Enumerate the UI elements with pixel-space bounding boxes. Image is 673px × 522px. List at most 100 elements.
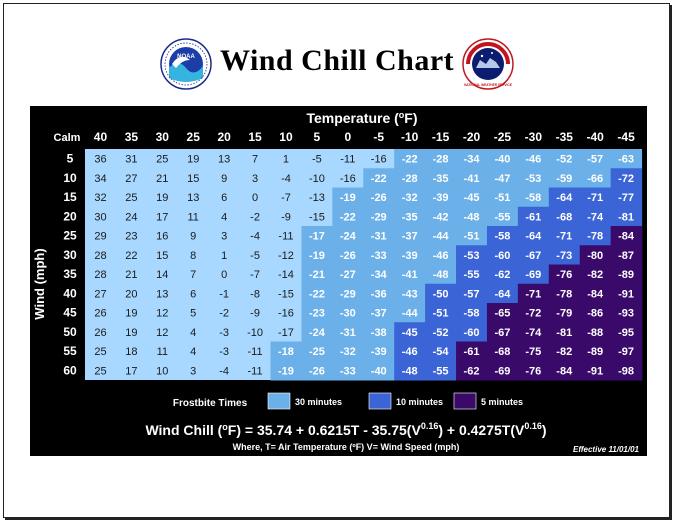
wind-chill-value: -51 — [494, 192, 510, 204]
wind-chill-value: -19 — [278, 365, 294, 377]
wind-chill-value: -39 — [433, 192, 449, 204]
wind-chill-value: -89 — [587, 346, 603, 358]
wind-chill-value: -86 — [587, 308, 603, 320]
wind-chill-value: -7 — [250, 269, 260, 281]
wind-chill-value: -61 — [464, 346, 480, 358]
wind-chill-value: -42 — [433, 211, 449, 223]
wind-chill-value: -81 — [618, 211, 634, 223]
wind-chill-value: 17 — [156, 211, 168, 223]
wind-chill-value: -78 — [556, 288, 572, 300]
temperature-header: -15 — [432, 130, 450, 144]
wind-chill-value: -22 — [309, 288, 325, 300]
wind-chill-value: -74 — [587, 211, 604, 223]
wind-chill-value: -30 — [340, 308, 356, 320]
noaa-logo: NOAA — [160, 38, 212, 90]
frostbite-band-30-min — [394, 149, 643, 169]
wind-chill-value: -46 — [525, 154, 541, 166]
wind-chill-value: 7 — [190, 269, 196, 281]
wind-chill-value: -84 — [587, 288, 604, 300]
wind-chill-value: 28 — [94, 269, 106, 281]
wind-chill-value: -29 — [371, 211, 387, 223]
wind-chill-value: -47 — [494, 173, 510, 185]
temperature-header: -5 — [373, 130, 384, 144]
wind-chill-value: -51 — [464, 231, 480, 243]
wind-chill-value: -17 — [309, 231, 325, 243]
wind-chill-value: -75 — [525, 346, 541, 358]
wind-speed-label: 10 — [63, 171, 77, 185]
frostbite-band-30-min — [363, 168, 643, 188]
header: NOAA Wind Chill Chart NATIONAL WEATHER S… — [0, 0, 673, 100]
wind-chill-value: -45 — [464, 192, 480, 204]
wind-chill-value: 28 — [94, 250, 106, 262]
wind-chill-value: -43 — [402, 288, 418, 300]
wind-chill-value: 21 — [125, 269, 137, 281]
wind-chill-value: -32 — [340, 346, 356, 358]
wind-chill-value: -31 — [340, 327, 356, 339]
wind-chill-formula: Wind Chill (oF) = 35.74 + 0.6215T - 35.7… — [145, 421, 546, 438]
temperature-header: 0 — [344, 130, 351, 144]
wind-chill-value: -82 — [587, 269, 603, 281]
wind-chill-value: 3 — [221, 231, 227, 243]
wind-chill-value: -81 — [556, 327, 572, 339]
wind-chill-value: 6 — [190, 288, 196, 300]
wind-chill-value: -34 — [464, 154, 481, 166]
wind-chill-value: -33 — [340, 365, 356, 377]
wind-chill-value: -13 — [309, 192, 325, 204]
wind-chill-value: 19 — [125, 327, 137, 339]
wind-chill-value: 27 — [125, 173, 137, 185]
wind-chill-value: -19 — [309, 250, 325, 262]
effective-date: Effective 11/01/01 — [573, 445, 640, 454]
wind-chill-value: -14 — [278, 269, 294, 281]
wind-chill-value: -23 — [309, 308, 325, 320]
wind-chill-value: 30 — [94, 211, 106, 223]
legend-swatch — [267, 392, 291, 410]
wind-chill-value: -16 — [371, 154, 387, 166]
wind-chill-value: -35 — [433, 173, 449, 185]
temperature-axis-title: Temperature (oF) — [306, 110, 417, 126]
wind-chill-value: -26 — [309, 365, 325, 377]
wind-chill-value: 19 — [187, 154, 199, 166]
wind-chill-value: 4 — [190, 327, 196, 339]
wind-chill-value: -1 — [219, 288, 229, 300]
wind-chill-value: -32 — [402, 192, 418, 204]
wind-chill-value: -18 — [278, 346, 294, 358]
frostbite-band-5-min — [548, 264, 643, 285]
wind-chill-value: -89 — [618, 269, 634, 281]
wind-speed-label: 55 — [63, 344, 77, 358]
nws-logo-text: NATIONAL WEATHER SERVICE — [464, 83, 512, 87]
frostbite-legend: 30 minutes 10 minutes 5 minutes — [267, 392, 523, 410]
wind-chill-value: -58 — [494, 231, 510, 243]
wind-chill-value: -31 — [371, 231, 387, 243]
wind-chill-value: 10 — [156, 365, 168, 377]
wind-chill-value: -24 — [340, 231, 357, 243]
wind-chill-value: 16 — [156, 231, 168, 243]
formula-where: Where, T= Air Temperature (ºF) V= Wind S… — [233, 442, 460, 452]
wind-chill-value: 13 — [156, 288, 168, 300]
wind-chill-value: 1 — [283, 154, 289, 166]
wind-chill-value: 9 — [190, 231, 196, 243]
temperature-header: 15 — [248, 130, 262, 144]
temperature-header: -35 — [556, 130, 574, 144]
wind-chill-value: 15 — [187, 173, 199, 185]
grid-layer: 36 31 25 19 13 7 1 -5 -11 -16 -22 -28 -34 -40 -46 -52 -5… — [85, 149, 643, 381]
wind-chill-value: -37 — [371, 308, 387, 320]
wind-chill-value: -61 — [525, 211, 541, 223]
wind-chill-value: -29 — [340, 288, 356, 300]
wind-chill-value: -73 — [556, 250, 572, 262]
temperature-header: -20 — [463, 130, 481, 144]
wind-chill-value: 8 — [190, 250, 196, 262]
wind-chill-value: -11 — [340, 154, 355, 166]
wind-chill-value: -38 — [371, 327, 387, 339]
wind-chill-value: -53 — [464, 250, 480, 262]
wind-chill-value: 0 — [252, 192, 258, 204]
wind-chill-value: -66 — [587, 173, 603, 185]
temperature-header: -40 — [587, 130, 605, 144]
wind-chill-value: -7 — [281, 192, 291, 204]
wind-chill-value: 19 — [125, 308, 137, 320]
wind-chill-value: 17 — [125, 365, 137, 377]
wind-chill-value: 25 — [94, 365, 106, 377]
wind-chill-value: -50 — [433, 288, 449, 300]
wind-chill-value: -26 — [340, 250, 356, 262]
wind-chill-value: -33 — [371, 250, 387, 262]
frostbite-band-5-min — [456, 360, 643, 381]
